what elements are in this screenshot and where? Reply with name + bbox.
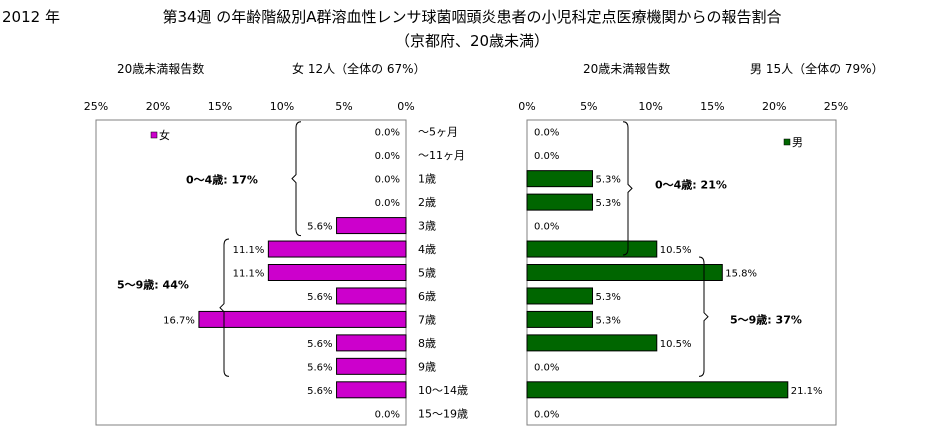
male-value-label: 5.3%	[596, 292, 621, 303]
female-subtitle-total: 女 12人（全体の 67%）	[292, 62, 426, 76]
age-category-label: 3歳	[418, 220, 436, 233]
male-value-label: 5.3%	[596, 198, 621, 209]
male-value-label: 5.3%	[596, 175, 621, 186]
age-category-label: 2歳	[418, 196, 436, 209]
female-bar	[336, 287, 407, 305]
female-value-label: 0.0%	[375, 151, 400, 162]
female-group-annotation: 0～4歳: 17%	[186, 173, 258, 187]
male-value-label: 10.5%	[660, 339, 692, 350]
female-value-label: 0.0%	[375, 198, 400, 209]
age-category-label: 7歳	[418, 313, 436, 326]
female-bar	[267, 240, 407, 258]
female-tick-label: 10%	[270, 100, 294, 113]
male-value-label: 0.0%	[534, 222, 559, 233]
female-legend-label: 女	[159, 128, 170, 142]
female-value-label: 0.0%	[375, 175, 400, 186]
female-value-label: 16.7%	[163, 315, 195, 326]
female-value-label: 0.0%	[375, 128, 400, 139]
age-category-label: 6歳	[418, 290, 436, 303]
male-bar	[526, 381, 789, 399]
chart-title-line1: 第34週 の年齢階級別A群溶血性レンサ球菌咽頭炎患者の小児科定点医療機関からの報…	[162, 8, 782, 26]
male-group-annotation: 5～9歳: 37%	[730, 312, 802, 326]
male-subtitle-count-label: 20歳未満報告数	[583, 62, 671, 76]
male-tick-label: 10%	[638, 100, 662, 113]
age-category-label: 5歳	[418, 267, 436, 280]
male-tick-label: 25%	[824, 100, 848, 113]
female-bar	[336, 357, 407, 375]
female-tick-label: 0%	[397, 100, 414, 113]
female-value-label: 5.6%	[307, 362, 332, 373]
male-value-label: 21.1%	[791, 386, 823, 397]
male-bar	[526, 287, 594, 305]
female-tick-label: 15%	[208, 100, 232, 113]
female-legend-swatch	[150, 131, 158, 139]
female-bar	[267, 264, 407, 281]
male-bar	[526, 334, 658, 352]
age-category-label: 4歳	[418, 243, 436, 256]
female-age-group-bracket	[291, 121, 302, 237]
male-legend-swatch	[783, 138, 791, 146]
male-group-annotation: 0～4歳: 21%	[655, 178, 727, 192]
male-tick-label: 5%	[580, 100, 597, 113]
male-age-group-bracket	[698, 256, 709, 377]
female-bar	[336, 334, 407, 352]
female-tick-label: 5%	[335, 100, 352, 113]
female-value-label: 5.6%	[307, 386, 332, 397]
male-bar	[526, 310, 594, 328]
age-category-label: 9歳	[418, 360, 436, 373]
female-age-group-bracket	[219, 238, 230, 377]
male-tick-label: 0%	[518, 100, 535, 113]
female-value-label: 11.1%	[233, 269, 265, 280]
male-subtitle-total: 男 15人（全体の 79%）	[750, 62, 884, 76]
male-bar	[526, 264, 723, 281]
age-category-label: 8歳	[418, 337, 436, 350]
female-subtitle-count-label: 20歳未満報告数	[117, 62, 205, 76]
male-value-label: 0.0%	[534, 409, 559, 420]
age-category-label: 1歳	[418, 173, 436, 186]
year-label: 2012 年	[2, 8, 60, 26]
chart-title-line2: （京都府、20歳未満）	[394, 32, 550, 50]
male-value-label: 0.0%	[534, 151, 559, 162]
female-value-label: 5.6%	[307, 292, 332, 303]
female-tick-label: 20%	[146, 100, 170, 113]
female-group-annotation: 5～9歳: 44%	[117, 278, 189, 292]
male-age-group-bracket	[622, 121, 633, 256]
age-category-label: 10～14歳	[418, 384, 468, 397]
male-value-label: 0.0%	[534, 128, 559, 139]
male-bar	[526, 240, 658, 258]
male-tick-label: 20%	[762, 100, 786, 113]
male-value-label: 5.3%	[596, 315, 621, 326]
female-value-label: 11.1%	[233, 245, 265, 256]
female-value-label: 0.0%	[375, 409, 400, 420]
male-value-label: 15.8%	[725, 269, 757, 280]
male-bar	[526, 193, 594, 211]
age-category-label: 15～19歳	[418, 407, 468, 420]
female-bar	[336, 217, 407, 235]
male-legend-label: 男	[792, 136, 803, 149]
female-value-label: 5.6%	[307, 222, 332, 233]
male-value-label: 0.0%	[534, 362, 559, 373]
age-category-label: ～5ヶ月	[418, 126, 458, 139]
male-bar	[526, 170, 594, 188]
male-value-label: 10.5%	[660, 245, 692, 256]
male-tick-label: 15%	[700, 100, 724, 113]
female-bar	[198, 310, 407, 328]
female-tick-label: 25%	[84, 100, 108, 113]
female-bar	[336, 381, 407, 399]
age-category-label: ～11ヶ月	[418, 149, 465, 162]
female-value-label: 5.6%	[307, 339, 332, 350]
